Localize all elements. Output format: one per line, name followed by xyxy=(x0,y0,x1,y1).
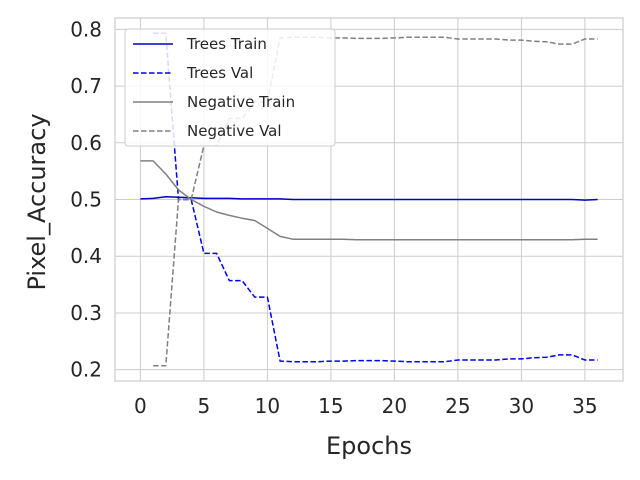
x-tick-label: 20 xyxy=(382,394,407,418)
legend-label-2: Trees Val xyxy=(186,64,253,82)
y-tick-label: 0.4 xyxy=(70,244,102,268)
y-tick-label: 0.8 xyxy=(70,17,102,41)
y-axis-label: Pixel_Accuracy xyxy=(23,113,51,290)
x-tick-label: 25 xyxy=(445,394,470,418)
legend-label-1: Trees Train xyxy=(186,35,267,53)
legend: Trees Train Trees Val Negative Train Negati… xyxy=(124,28,336,147)
plot-area xyxy=(114,17,624,382)
x-tick-label: 5 xyxy=(198,394,211,418)
x-tick-label: 10 xyxy=(255,394,280,418)
series-line-2 xyxy=(153,32,598,363)
y-tick-label: 0.3 xyxy=(70,301,102,325)
y-tick-label: 0.2 xyxy=(70,358,102,382)
x-tick-label: 30 xyxy=(509,394,534,418)
series-line-3 xyxy=(140,160,598,241)
x-tick-labels: 0 5 10 15 20 25 30 35 xyxy=(134,394,598,418)
series-line-1 xyxy=(140,195,598,201)
y-tick-label: 0.5 xyxy=(70,188,102,212)
legend-label-3: Negative Train xyxy=(187,93,295,111)
x-tick-label: 0 xyxy=(134,394,147,418)
legend-label-4: Negative Val xyxy=(187,122,282,140)
x-tick-label: 35 xyxy=(572,394,597,418)
y-tick-label: 0.6 xyxy=(70,131,102,155)
x-axis-label: Epochs xyxy=(326,432,412,460)
legend-box xyxy=(124,28,336,147)
y-tick-labels: 0.2 0.3 0.4 0.5 0.6 0.7 0.8 xyxy=(70,17,102,381)
x-tick-label: 15 xyxy=(318,394,343,418)
y-tick-label: 0.7 xyxy=(70,74,102,98)
